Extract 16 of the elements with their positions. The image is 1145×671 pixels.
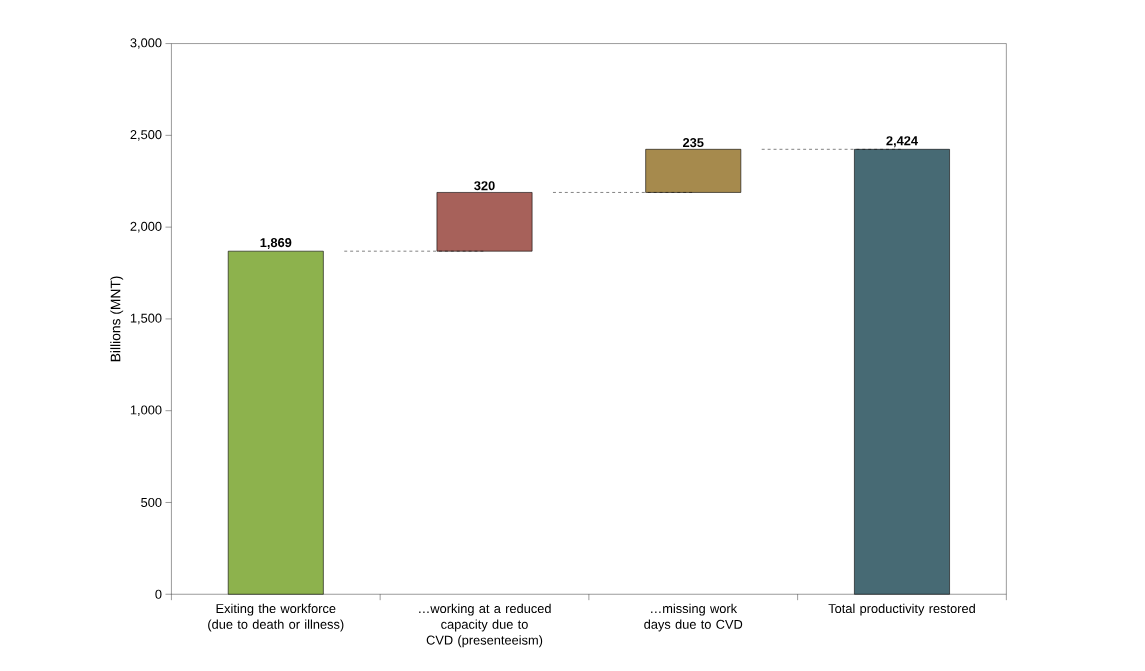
x-tick-label: …missing work days due to CVD — [644, 603, 743, 632]
x-tick-label: Total productivity restored — [828, 603, 975, 616]
y-tick-label: 1,000 — [130, 405, 162, 417]
y-tick-label: 1,500 — [130, 313, 162, 325]
data-label: 2,424 — [886, 136, 918, 148]
x-tick-label: Exiting the workforce (due to death or illness) — [208, 603, 344, 632]
data-label: 320 — [474, 181, 495, 191]
y-tick-label: 2,000 — [130, 222, 162, 233]
data-label: 235 — [683, 138, 704, 148]
data-label: 1,869 — [260, 238, 292, 250]
y-tick-label: 0 — [155, 589, 162, 600]
x-tick-label: …working at a reduced capacity due to CVD (presenteeism) — [419, 603, 551, 648]
y-axis-title: Billions (MNT) — [110, 276, 124, 362]
y-tick-label: 2,500 — [130, 130, 162, 141]
y-tick-label: 500 — [141, 498, 162, 508]
y-tick-label: 3,000 — [130, 38, 162, 50]
